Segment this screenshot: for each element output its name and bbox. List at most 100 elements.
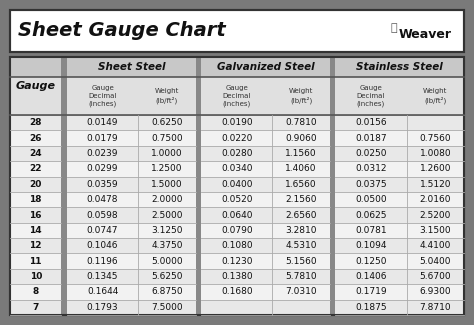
Text: 1.5000: 1.5000 xyxy=(151,180,183,189)
Bar xyxy=(10,223,464,238)
Text: 0.1793: 0.1793 xyxy=(87,303,118,312)
Text: 2.0000: 2.0000 xyxy=(151,195,182,204)
Text: 0.0520: 0.0520 xyxy=(221,195,253,204)
Bar xyxy=(196,57,201,315)
Bar xyxy=(10,207,464,223)
Text: 5.1560: 5.1560 xyxy=(285,257,317,266)
Text: Gauge: Gauge xyxy=(16,81,56,91)
Text: 1.0000: 1.0000 xyxy=(151,149,183,158)
Bar xyxy=(330,57,335,315)
Text: 0.1719: 0.1719 xyxy=(355,287,387,296)
Text: 0.0340: 0.0340 xyxy=(221,164,253,173)
Text: Weight
(lb/ft²): Weight (lb/ft²) xyxy=(289,88,313,104)
Text: 22: 22 xyxy=(29,164,42,173)
Text: 0.0478: 0.0478 xyxy=(87,195,118,204)
Text: 2.1560: 2.1560 xyxy=(285,195,317,204)
Text: 7: 7 xyxy=(33,303,39,312)
Bar xyxy=(10,57,464,77)
Text: 5.0400: 5.0400 xyxy=(419,257,451,266)
Text: 0.0190: 0.0190 xyxy=(221,118,253,127)
Bar xyxy=(10,161,464,176)
Text: Weaver: Weaver xyxy=(399,29,452,42)
Bar xyxy=(10,300,464,315)
Text: 0.1196: 0.1196 xyxy=(87,257,118,266)
Bar xyxy=(10,238,464,254)
Text: 1.1560: 1.1560 xyxy=(285,149,317,158)
Text: 0.0299: 0.0299 xyxy=(87,164,118,173)
Text: 3.1250: 3.1250 xyxy=(151,226,182,235)
Text: 0.0312: 0.0312 xyxy=(355,164,387,173)
Text: 0.1680: 0.1680 xyxy=(221,287,253,296)
Bar xyxy=(10,57,464,315)
Text: Gauge
Decimal
(inches): Gauge Decimal (inches) xyxy=(357,85,385,107)
Text: 1.5120: 1.5120 xyxy=(419,180,451,189)
Bar xyxy=(62,57,67,315)
Text: 0.0747: 0.0747 xyxy=(87,226,118,235)
Text: 1.0080: 1.0080 xyxy=(419,149,451,158)
Text: 0.0790: 0.0790 xyxy=(221,226,253,235)
Text: 0.1080: 0.1080 xyxy=(221,241,253,250)
Text: 0.9060: 0.9060 xyxy=(285,134,317,143)
Text: Sheet Gauge Chart: Sheet Gauge Chart xyxy=(18,21,226,41)
Text: 0.0640: 0.0640 xyxy=(221,211,253,219)
Text: 0.1094: 0.1094 xyxy=(355,241,387,250)
Bar xyxy=(10,192,464,207)
Text: 0.0500: 0.0500 xyxy=(355,195,387,204)
Text: 0.1250: 0.1250 xyxy=(355,257,387,266)
Text: 0.6250: 0.6250 xyxy=(151,118,182,127)
Text: 0.7500: 0.7500 xyxy=(151,134,183,143)
Text: 7.0310: 7.0310 xyxy=(285,287,317,296)
Text: 16: 16 xyxy=(29,211,42,219)
Text: 10: 10 xyxy=(29,272,42,281)
Text: 🚛: 🚛 xyxy=(391,23,397,33)
Text: 0.0149: 0.0149 xyxy=(87,118,118,127)
Bar xyxy=(10,10,464,52)
Text: 0.0375: 0.0375 xyxy=(355,180,387,189)
Text: 20: 20 xyxy=(29,180,42,189)
Text: 0.0781: 0.0781 xyxy=(355,226,387,235)
Text: Weight
(lb/ft²): Weight (lb/ft²) xyxy=(423,88,447,104)
Bar xyxy=(10,176,464,192)
Text: 0.1406: 0.1406 xyxy=(355,272,387,281)
Text: 4.3750: 4.3750 xyxy=(151,241,182,250)
Text: 2.6560: 2.6560 xyxy=(285,211,317,219)
Text: Gauge
Decimal
(inches): Gauge Decimal (inches) xyxy=(223,85,251,107)
Text: 6.9300: 6.9300 xyxy=(419,287,451,296)
Text: 4.5310: 4.5310 xyxy=(285,241,317,250)
Text: 0.1380: 0.1380 xyxy=(221,272,253,281)
Text: 18: 18 xyxy=(29,195,42,204)
Text: 5.7810: 5.7810 xyxy=(285,272,317,281)
Bar xyxy=(10,115,464,130)
Text: 1.2500: 1.2500 xyxy=(151,164,182,173)
Text: 2.5200: 2.5200 xyxy=(419,211,451,219)
Text: Stainless Steel: Stainless Steel xyxy=(356,62,443,72)
Text: 0.7810: 0.7810 xyxy=(285,118,317,127)
Text: 0.0598: 0.0598 xyxy=(87,211,118,219)
Bar xyxy=(330,57,335,315)
Bar xyxy=(10,130,464,146)
Text: 0.1345: 0.1345 xyxy=(87,272,118,281)
Text: 7.8710: 7.8710 xyxy=(419,303,451,312)
Bar xyxy=(196,57,201,315)
Text: 5.0000: 5.0000 xyxy=(151,257,183,266)
Text: 0.0250: 0.0250 xyxy=(355,149,387,158)
Text: 0.7560: 0.7560 xyxy=(419,134,451,143)
Text: 26: 26 xyxy=(29,134,42,143)
Bar xyxy=(10,57,464,315)
Text: 0.0280: 0.0280 xyxy=(221,149,253,158)
Bar xyxy=(10,146,464,161)
Text: 5.6700: 5.6700 xyxy=(419,272,451,281)
Text: 0.1046: 0.1046 xyxy=(87,241,118,250)
Text: 5.6250: 5.6250 xyxy=(151,272,182,281)
Text: 0.0179: 0.0179 xyxy=(87,134,118,143)
Text: 14: 14 xyxy=(29,226,42,235)
Bar xyxy=(10,269,464,284)
Text: 0.0220: 0.0220 xyxy=(221,134,253,143)
Bar xyxy=(10,254,464,269)
Text: 0.0359: 0.0359 xyxy=(87,180,118,189)
Bar xyxy=(10,10,464,52)
Text: 8: 8 xyxy=(33,287,39,296)
Text: 12: 12 xyxy=(29,241,42,250)
Text: 0.0400: 0.0400 xyxy=(221,180,253,189)
Text: 3.2810: 3.2810 xyxy=(285,226,317,235)
